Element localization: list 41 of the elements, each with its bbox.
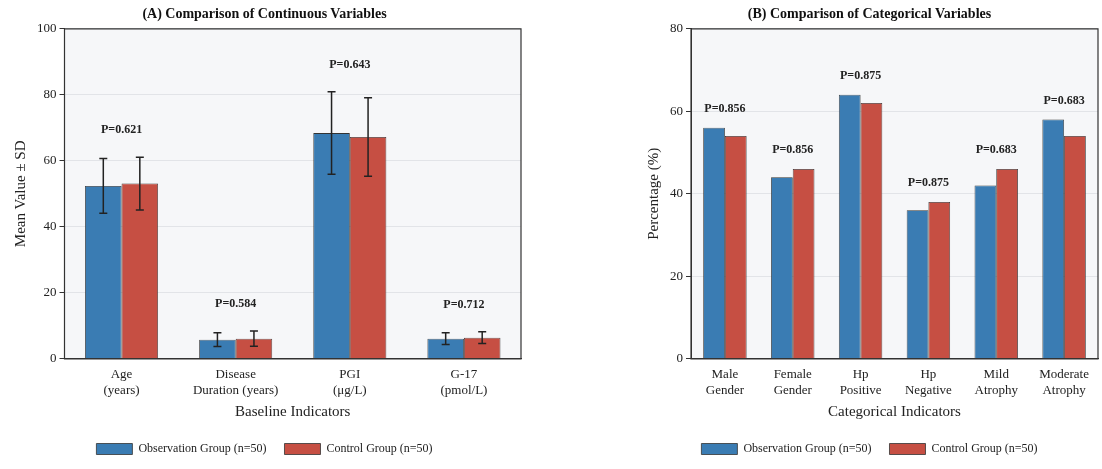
annotation: P=0.643 [329, 56, 371, 71]
y-tick-label: 20 [670, 267, 683, 283]
y-tick-label: 80 [43, 86, 57, 102]
x-tick-label: Hp Positive [839, 366, 882, 397]
legend-label: Observation Group (n=50) [743, 441, 872, 456]
chart-title: (A) Comparison of Continuous Variables [142, 6, 388, 23]
y-tick-label: 0 [676, 350, 683, 366]
x-tick-label: Moderate Atrophy [1039, 366, 1090, 397]
chart-title: (B) Comparison of Categorical Variables [747, 6, 992, 23]
x-tick-label: Disease Duration (years) [192, 366, 279, 397]
annotation: P=0.683 [975, 142, 1017, 157]
x-tick-label: PGI (μg/L) [332, 366, 367, 397]
annotation: P=0.856 [772, 142, 814, 157]
annotation: P=0.584 [215, 296, 257, 311]
legend-label: Control Group (n=50) [326, 441, 433, 456]
y-tick-label: 80 [670, 20, 683, 36]
legend-label: Observation Group (n=50) [138, 441, 267, 456]
y-tick-label: 40 [43, 218, 57, 234]
annotation: P=0.856 [704, 100, 746, 115]
y-axis-title: Percentage (%) [644, 147, 662, 240]
legend-label: Control Group (n=50) [931, 441, 1038, 456]
y-tick-label: 60 [670, 102, 683, 118]
y-tick-label: 20 [43, 284, 57, 300]
x-tick-label: Hp Negative [904, 366, 953, 397]
y-tick-label: 60 [43, 152, 57, 168]
annotation: P=0.683 [1043, 92, 1085, 107]
x-axis-title: Categorical Indicators [828, 402, 962, 419]
x-tick-label: Mild Atrophy [974, 366, 1019, 397]
y-axis-title: Mean Value ± SD [11, 140, 28, 248]
y-tick-label: 40 [670, 185, 683, 201]
x-tick-label: G-17 (pmol/L) [440, 366, 488, 397]
annotation: P=0.712 [443, 296, 485, 311]
annotation: P=0.875 [840, 67, 882, 82]
x-tick-label: Age (years) [103, 366, 140, 397]
x-tick-label: Female Gender [773, 366, 813, 397]
annotation: P=0.875 [907, 175, 949, 190]
y-tick-label: 100 [37, 20, 57, 36]
annotation: P=0.621 [100, 122, 143, 137]
x-axis-title: Baseline Indicators [235, 402, 351, 419]
y-tick-label: 0 [50, 350, 57, 366]
x-tick-label: Male Gender [705, 366, 745, 397]
